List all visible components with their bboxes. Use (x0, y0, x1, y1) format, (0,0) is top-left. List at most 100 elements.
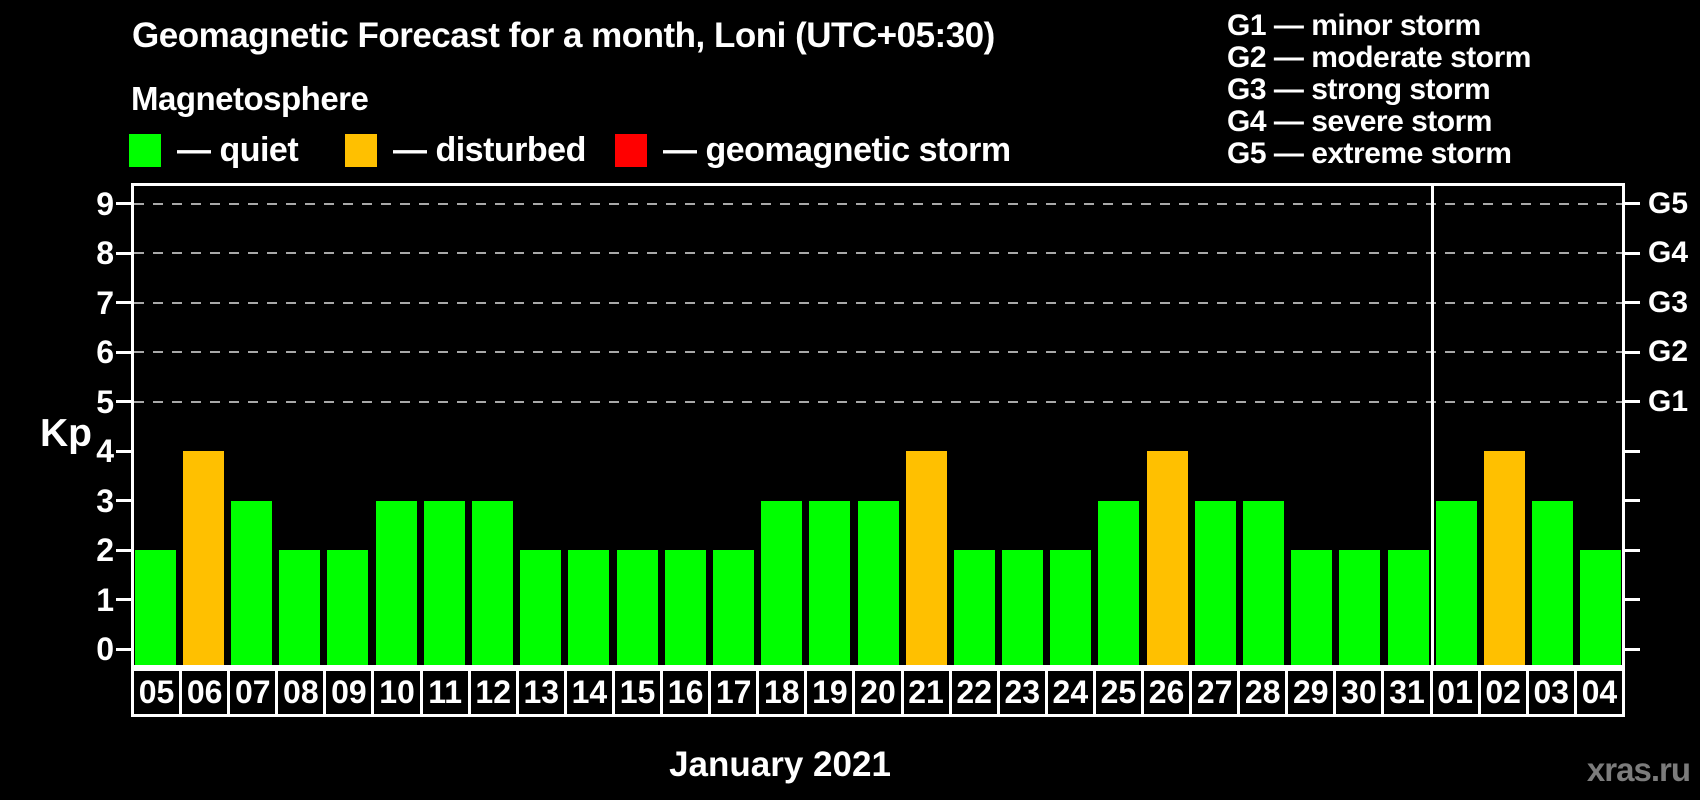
kp-tick-label-9: 9 (96, 185, 114, 222)
day-label-28: 28 (1240, 671, 1289, 714)
day-label-21: 21 (904, 671, 952, 714)
legend-item-geomagnetic-storm: — geomagnetic storm (615, 133, 1011, 167)
day-label-31: 31 (1384, 671, 1433, 714)
bar-day-07 (230, 500, 272, 665)
kp-tick-label-2: 2 (96, 532, 114, 568)
g-tick-2 (1625, 548, 1640, 552)
bar-day-16 (664, 550, 706, 665)
gridline-kp9 (134, 202, 1622, 205)
g-scale-label-g1: G1 (1648, 384, 1689, 418)
gridline-kp5 (134, 400, 1622, 403)
day-label-10: 10 (374, 671, 423, 714)
bar-day-10 (375, 500, 417, 665)
day-label-24: 24 (1048, 671, 1096, 714)
page-title: Geomagnetic Forecast for a month, Loni (… (132, 16, 995, 55)
gridline-kp8 (134, 252, 1622, 254)
day-label-30: 30 (1336, 671, 1385, 714)
watermark: xras.ru (1586, 751, 1691, 788)
g-scale-axis-right: G1 G2 G3 G4 G5 (1625, 183, 1700, 668)
g-tick-4 (1625, 449, 1640, 453)
g-scale-label-g3: G3 (1648, 285, 1689, 319)
legend-label-disturbed: — disturbed (393, 131, 586, 169)
day-label-18: 18 (759, 671, 808, 714)
bar-day-18 (761, 500, 803, 665)
kp-tick-9 (116, 202, 131, 205)
day-label-04: 04 (1581, 674, 1618, 710)
kp-tick-label-4: 4 (96, 433, 114, 469)
kp-tick-label-6: 6 (96, 334, 114, 370)
g-tick-5 (1625, 400, 1640, 403)
month-divider-line (1430, 186, 1434, 665)
quiet-swatch (129, 134, 161, 167)
bar-day-15 (616, 550, 658, 665)
chart-subtitle: Magnetosphere (131, 80, 369, 117)
day-label-09: 09 (326, 671, 375, 714)
kp-tick-4 (116, 449, 131, 453)
bar-day-08 (279, 550, 321, 665)
kp-tick-2 (116, 548, 131, 552)
bar-day-04 (1580, 550, 1622, 665)
bar-day-06 (182, 451, 224, 665)
gridlines-layer (131, 183, 1625, 668)
g-tick-8 (1625, 251, 1640, 255)
g-tick-9 (1625, 202, 1640, 205)
bar-day-24 (1050, 550, 1092, 665)
bar-day-12 (471, 500, 513, 665)
g-tick-0 (1625, 647, 1640, 651)
bar-day-01 (1435, 500, 1477, 665)
day-label-08: 08 (278, 671, 327, 714)
kp-tick-label-0: 0 (96, 631, 114, 667)
day-label-29: 29 (1288, 671, 1337, 714)
day-label-06: 06 (182, 671, 231, 714)
bar-day-03 (1532, 500, 1574, 665)
day-label-12: 12 (471, 671, 519, 714)
bar-day-21 (905, 451, 947, 665)
gridline-kp7 (134, 301, 1622, 304)
bar-day-20 (857, 500, 899, 665)
kp-tick-label-1: 1 (96, 581, 114, 618)
g-tick-1 (1625, 598, 1640, 601)
day-label-05: 05 (134, 671, 183, 714)
geomagnetic-storm-swatch (615, 134, 647, 167)
kp-tick-6 (116, 350, 131, 354)
bar-day-19 (809, 500, 851, 665)
bar-day-22 (953, 550, 995, 665)
bar-day-29 (1291, 550, 1333, 665)
bar-day-13 (520, 550, 562, 665)
bar-day-17 (712, 550, 754, 665)
bars-layer (131, 183, 1625, 668)
storm-scale-legend: G1 — minor storm G2 — moderate storm G3 — … (1227, 10, 1531, 170)
day-label-17: 17 (711, 671, 760, 714)
g-scale-label-g4: G4 (1648, 236, 1689, 269)
g-tick-6 (1625, 350, 1640, 354)
bar-day-14 (568, 550, 610, 665)
x-axis-month-label: January 2021 (669, 745, 891, 784)
day-label-13: 13 (519, 671, 567, 714)
day-label-07: 07 (230, 671, 279, 714)
kp-tick-label-3: 3 (96, 482, 114, 519)
kp-tick-8 (116, 251, 131, 255)
bar-day-09 (327, 550, 369, 665)
day-label-11: 11 (423, 671, 471, 714)
storm-scale-line-g5: G5 — extreme storm (1227, 137, 1512, 170)
g-scale-label-g5: G5 (1648, 186, 1689, 220)
bar-day-23 (1002, 550, 1044, 665)
kp-axis-left: 0 1 2 3 4 5 6 7 8 9 (0, 183, 131, 668)
day-axis: 05 06 07 08 09 10 11 12 13 14 15 16 17 18 19 20 21 22 23 24… (131, 668, 1625, 717)
legend-item-quiet: — quiet (129, 131, 299, 169)
bar-day-25 (1098, 500, 1140, 665)
storm-scale-line-g4: G4 — severe storm (1227, 105, 1492, 138)
day-label-23: 23 (1000, 671, 1048, 714)
day-label-14: 14 (567, 671, 615, 714)
disturbed-swatch (345, 134, 377, 167)
day-label-22: 22 (952, 671, 1000, 714)
bar-day-11 (423, 500, 465, 665)
bar-day-26 (1146, 451, 1188, 665)
day-label-27: 27 (1192, 671, 1241, 714)
kp-tick-5 (116, 400, 131, 403)
bar-day-02 (1484, 451, 1526, 665)
day-label-20: 20 (855, 671, 904, 714)
day-label-25: 25 (1096, 671, 1144, 714)
kp-tick-label-8: 8 (96, 235, 114, 271)
legend-label-quiet: — quiet (177, 131, 299, 169)
